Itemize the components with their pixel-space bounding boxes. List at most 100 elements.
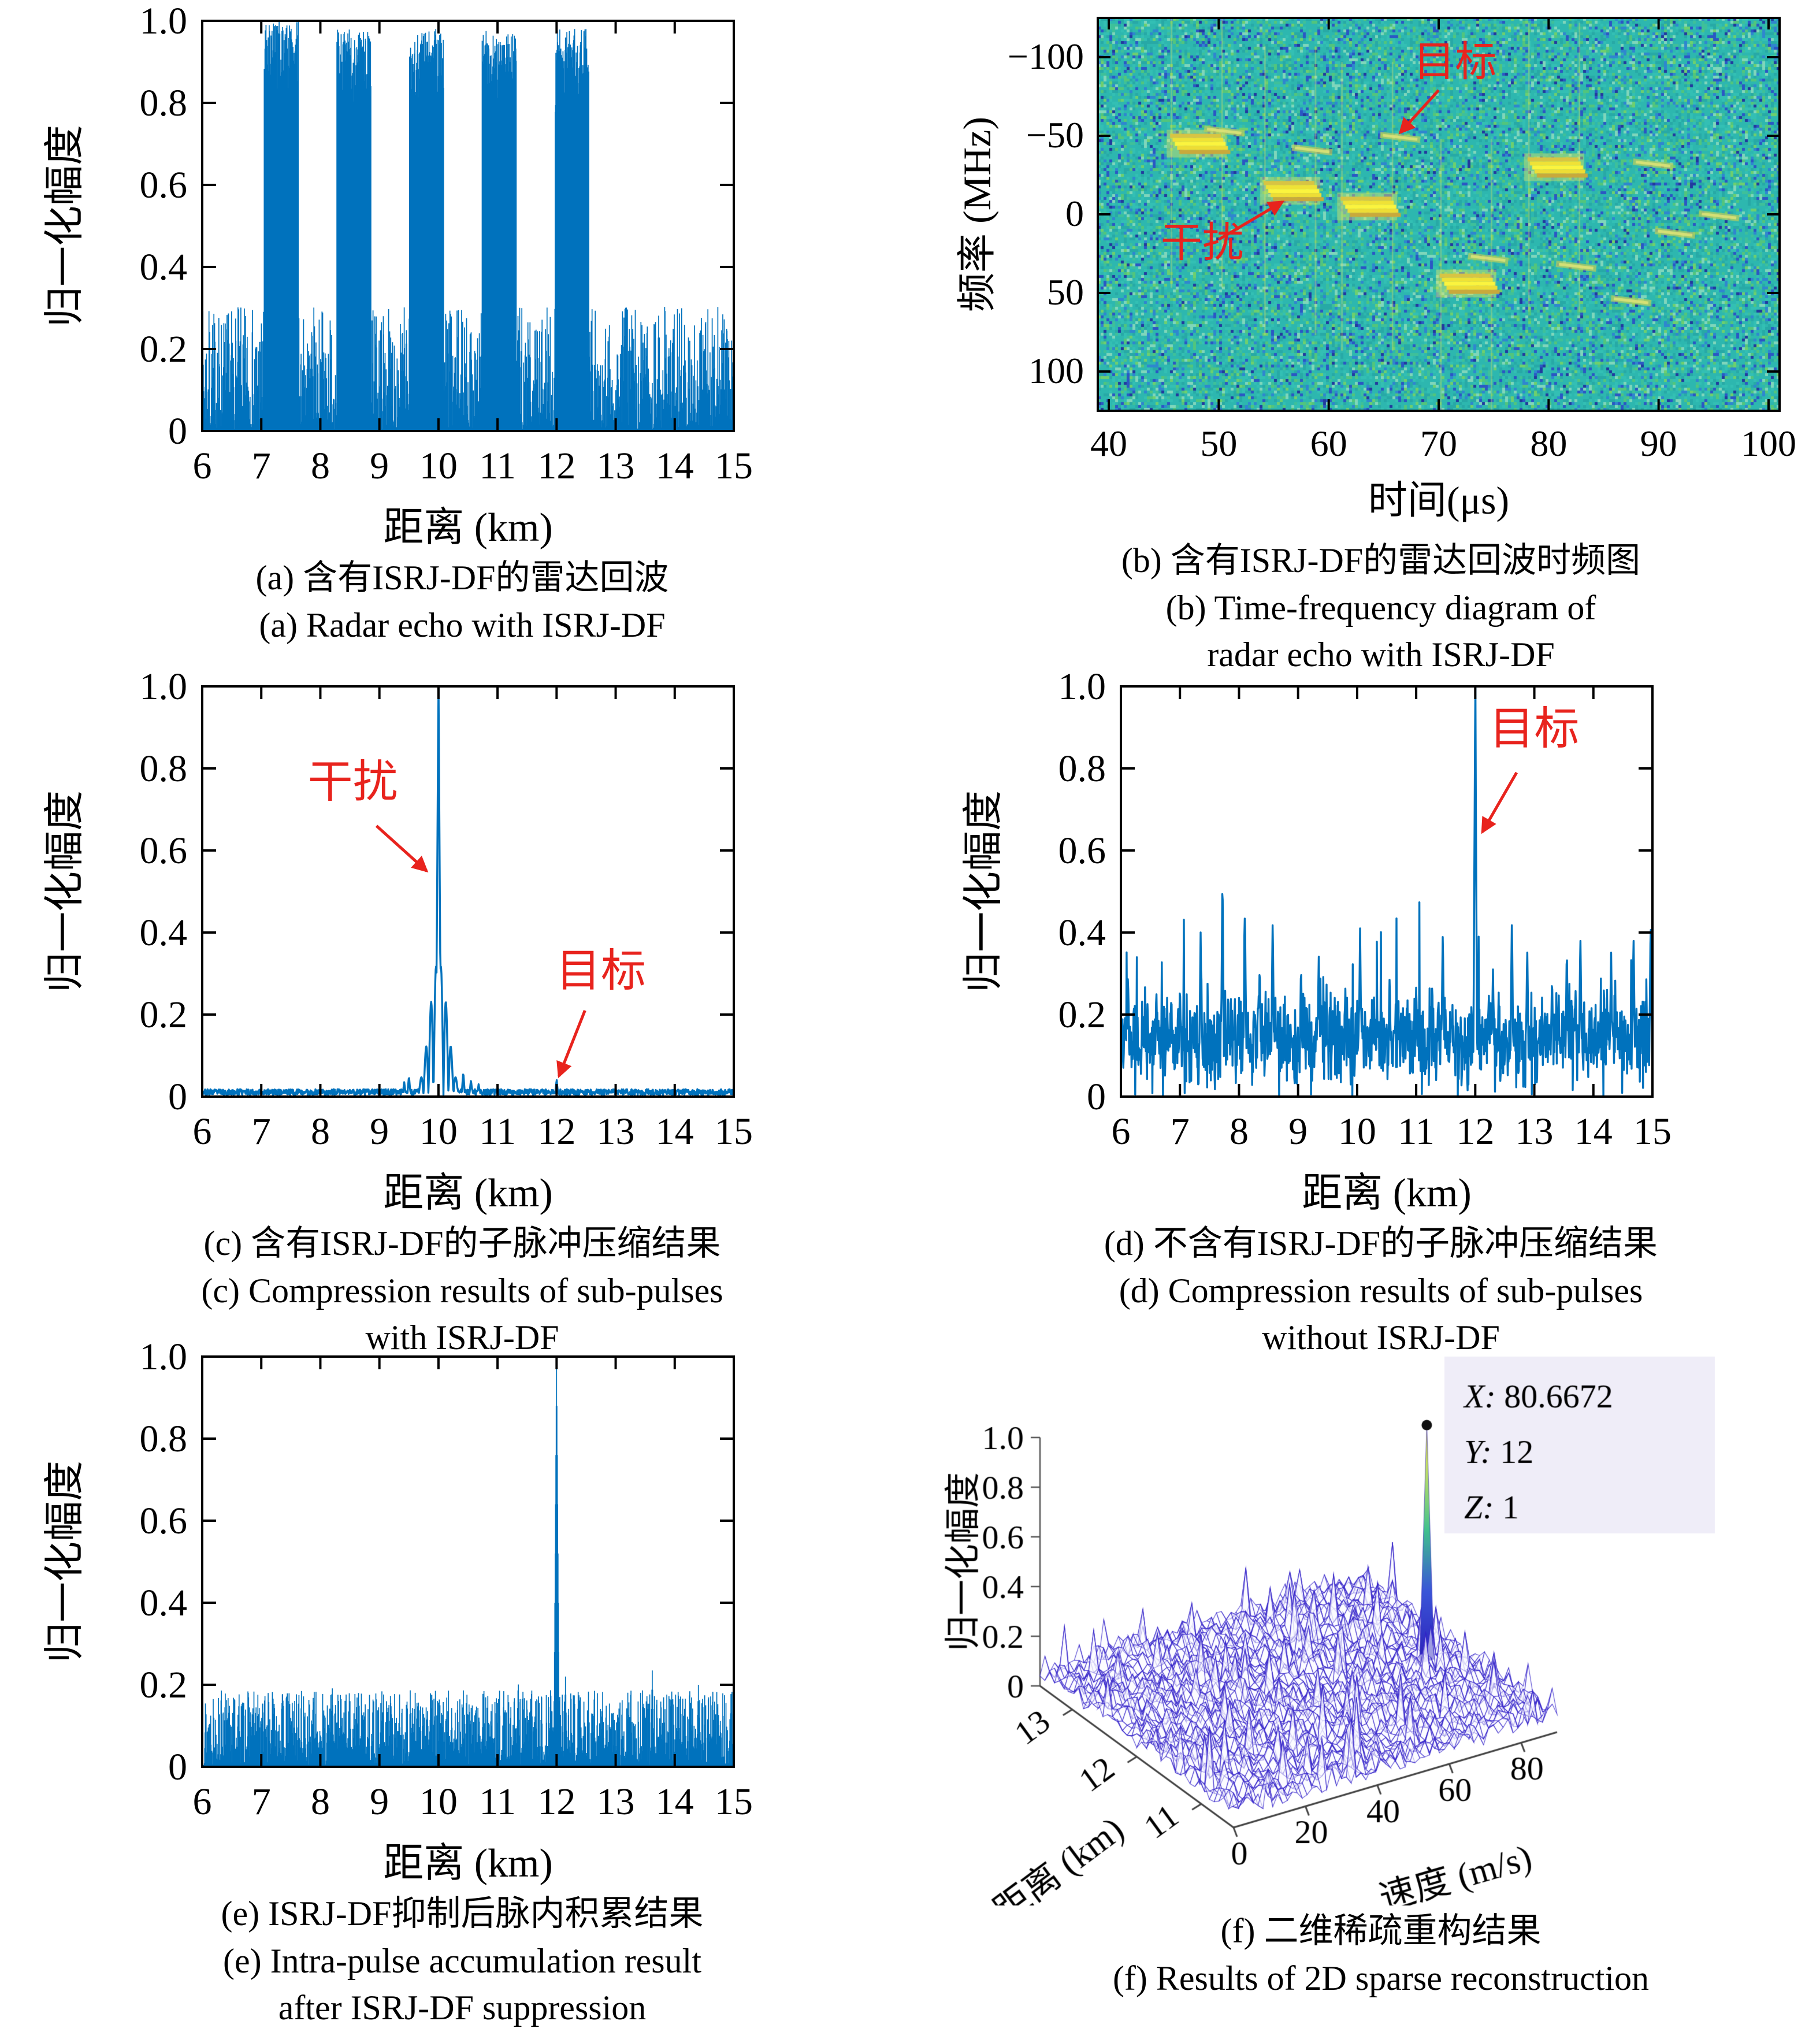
svg-text:0: 0 <box>168 1076 187 1118</box>
svg-text:13: 13 <box>1516 1110 1554 1153</box>
chart-f-3d-reconstruction <box>942 1339 1820 1905</box>
svg-text:80: 80 <box>1530 423 1567 464</box>
caption-a-line-3 <box>23 649 901 655</box>
caption-b-line-3: radar echo with ISRJ-DF <box>1207 636 1555 674</box>
svg-text:100: 100 <box>1028 350 1084 391</box>
svg-text:7: 7 <box>252 445 271 487</box>
svg-text:0.6: 0.6 <box>140 1500 188 1542</box>
panel-b: 40 50 60 70 80 90 100 −100 −50 0 50 100 时间(μs) 频率 (MH… <box>942 3 1820 679</box>
svg-text:6: 6 <box>193 1110 212 1153</box>
svg-text:9: 9 <box>370 1110 389 1153</box>
svg-text:11: 11 <box>479 1781 516 1823</box>
svg-text:0.2: 0.2 <box>140 1664 188 1706</box>
svg-text:0.4: 0.4 <box>140 912 188 954</box>
svg-text:归一化幅度: 归一化幅度 <box>43 125 87 327</box>
svg-text:目标: 目标 <box>1414 39 1497 86</box>
svg-text:目标: 目标 <box>1490 703 1580 753</box>
caption-d-line-2: (d) Compression results of sub-pulses <box>1119 1271 1643 1310</box>
svg-text:0.8: 0.8 <box>140 1418 188 1460</box>
caption-f: (f) 二维稀疏重构结果 (f) Results of 2D sparse re… <box>942 1908 1820 2008</box>
caption-b-line-1: (b) 含有ISRJ-DF的雷达回波时频图 <box>1121 541 1641 579</box>
caption-a-line-1: (a) 含有ISRJ-DF的雷达回波 <box>255 559 669 597</box>
svg-text:−100: −100 <box>1008 36 1084 77</box>
svg-text:0.6: 0.6 <box>1058 830 1106 872</box>
svg-text:干扰: 干扰 <box>1161 220 1244 266</box>
svg-text:15: 15 <box>715 1110 753 1153</box>
svg-text:距离 (km): 距离 (km) <box>1302 1171 1472 1216</box>
svg-text:70: 70 <box>1420 423 1457 464</box>
surface3d-canvas <box>942 1339 1820 1905</box>
caption-c-line-2: (c) Compression results of sub-pulses <box>201 1271 723 1310</box>
chart-d-compression-without-isrj: 6 7 8 9 10 11 12 13 14 15 0 0.2 0.4 0.6 0.8 1.0 距离 (km) 归… <box>942 666 1820 1218</box>
svg-text:7: 7 <box>1171 1110 1190 1153</box>
svg-text:0.4: 0.4 <box>140 1582 188 1624</box>
svg-text:归一化幅度: 归一化幅度 <box>43 1461 87 1663</box>
svg-text:8: 8 <box>1230 1110 1249 1153</box>
svg-text:0: 0 <box>168 410 187 452</box>
svg-text:距离 (km): 距离 (km) <box>383 1841 553 1886</box>
svg-text:11: 11 <box>479 445 516 487</box>
svg-text:8: 8 <box>311 445 330 487</box>
svg-text:1.0: 1.0 <box>1058 669 1106 708</box>
svg-text:0.8: 0.8 <box>140 82 188 124</box>
caption-f-line-3 <box>942 2002 1820 2008</box>
caption-c-line-3: with ISRJ-DF <box>365 1318 559 1357</box>
panel-f: (f) 二维稀疏重构结果 (f) Results of 2D sparse re… <box>942 1339 1820 2008</box>
svg-text:12: 12 <box>537 1781 575 1823</box>
svg-text:9: 9 <box>370 1781 389 1823</box>
svg-text:1.0: 1.0 <box>140 3 188 42</box>
svg-text:50: 50 <box>1200 423 1237 464</box>
svg-text:14: 14 <box>1574 1110 1613 1153</box>
svg-text:13: 13 <box>597 445 635 487</box>
svg-text:0.4: 0.4 <box>1058 912 1106 954</box>
caption-e: (e) ISRJ-DF抑制后脉内积累结果 (e) Intra-pulse acc… <box>23 1890 901 2032</box>
svg-text:频率 (MHz): 频率 (MHz) <box>955 117 999 312</box>
svg-text:15: 15 <box>715 1781 753 1823</box>
svg-text:0.2: 0.2 <box>140 328 188 370</box>
svg-text:干扰: 干扰 <box>308 757 398 807</box>
svg-text:0.6: 0.6 <box>140 830 188 872</box>
svg-text:14: 14 <box>656 1110 694 1153</box>
panel-d: 6 7 8 9 10 11 12 13 14 15 0 0.2 0.4 0.6 0.8 1.0 距离 (km) 归… <box>942 666 1820 1362</box>
svg-text:9: 9 <box>370 445 389 487</box>
svg-text:11: 11 <box>1398 1110 1435 1153</box>
chart-b-spectrogram: 40 50 60 70 80 90 100 −100 −50 0 50 100 时间(μs) 频率 (MH… <box>942 3 1820 535</box>
svg-text:0.4: 0.4 <box>140 246 188 288</box>
caption-d-line-1: (d) 不含有ISRJ-DF的子脉冲压缩结果 <box>1104 1224 1658 1262</box>
svg-text:10: 10 <box>419 445 458 487</box>
chart-a-radar-echo: 6 7 8 9 10 11 12 13 14 15 0 0.2 0.4 0.6 0.8 1.0 距离 (km) 归… <box>23 0 901 552</box>
caption-e-line-1: (e) ISRJ-DF抑制后脉内积累结果 <box>221 1894 704 1933</box>
svg-text:0: 0 <box>168 1746 187 1788</box>
caption-c-line-1: (c) 含有ISRJ-DF的子脉冲压缩结果 <box>203 1224 721 1262</box>
svg-text:8: 8 <box>311 1781 330 1823</box>
svg-text:6: 6 <box>193 445 212 487</box>
svg-text:9: 9 <box>1288 1110 1308 1153</box>
svg-text:0.8: 0.8 <box>1058 748 1106 790</box>
svg-text:12: 12 <box>537 1110 575 1153</box>
svg-text:90: 90 <box>1640 423 1677 464</box>
svg-text:15: 15 <box>1633 1110 1672 1153</box>
svg-text:时间(μs): 时间(μs) <box>1368 478 1509 522</box>
svg-text:7: 7 <box>252 1781 271 1823</box>
svg-text:6: 6 <box>1112 1110 1131 1153</box>
svg-text:归一化幅度: 归一化幅度 <box>43 790 87 993</box>
svg-text:14: 14 <box>656 1781 694 1823</box>
caption-a: (a) 含有ISRJ-DF的雷达回波 (a) Radar echo with I… <box>23 555 901 655</box>
svg-text:6: 6 <box>193 1781 212 1823</box>
svg-text:目标: 目标 <box>556 945 646 995</box>
panel-a: 6 7 8 9 10 11 12 13 14 15 0 0.2 0.4 0.6 0.8 1.0 距离 (km) 归… <box>23 0 901 655</box>
chart-e-accumulation: 6 7 8 9 10 11 12 13 14 15 0 0.2 0.4 0.6 0.8 1.0 距离 (km) 归… <box>23 1336 901 1888</box>
caption-f-line-2: (f) Results of 2D sparse reconstruction <box>1112 1959 1650 1997</box>
svg-text:60: 60 <box>1310 423 1347 464</box>
svg-text:12: 12 <box>1456 1110 1494 1153</box>
svg-text:7: 7 <box>252 1110 271 1153</box>
svg-text:距离 (km): 距离 (km) <box>383 1171 553 1216</box>
svg-text:10: 10 <box>1338 1110 1376 1153</box>
svg-text:1.0: 1.0 <box>140 669 188 708</box>
caption-b-line-2: (b) Time-frequency diagram of <box>1165 588 1596 627</box>
caption-e-line-2: (e) Intra-pulse accumulation result <box>223 1941 701 1980</box>
svg-text:1.0: 1.0 <box>140 1339 188 1378</box>
svg-text:14: 14 <box>656 445 694 487</box>
spectrogram-canvas <box>1098 18 1780 411</box>
chart-c-compression-with-isrj: 6 7 8 9 10 11 12 13 14 15 0 0.2 0.4 0.6 0.8 1.0 距离 (km) 归… <box>23 666 901 1218</box>
